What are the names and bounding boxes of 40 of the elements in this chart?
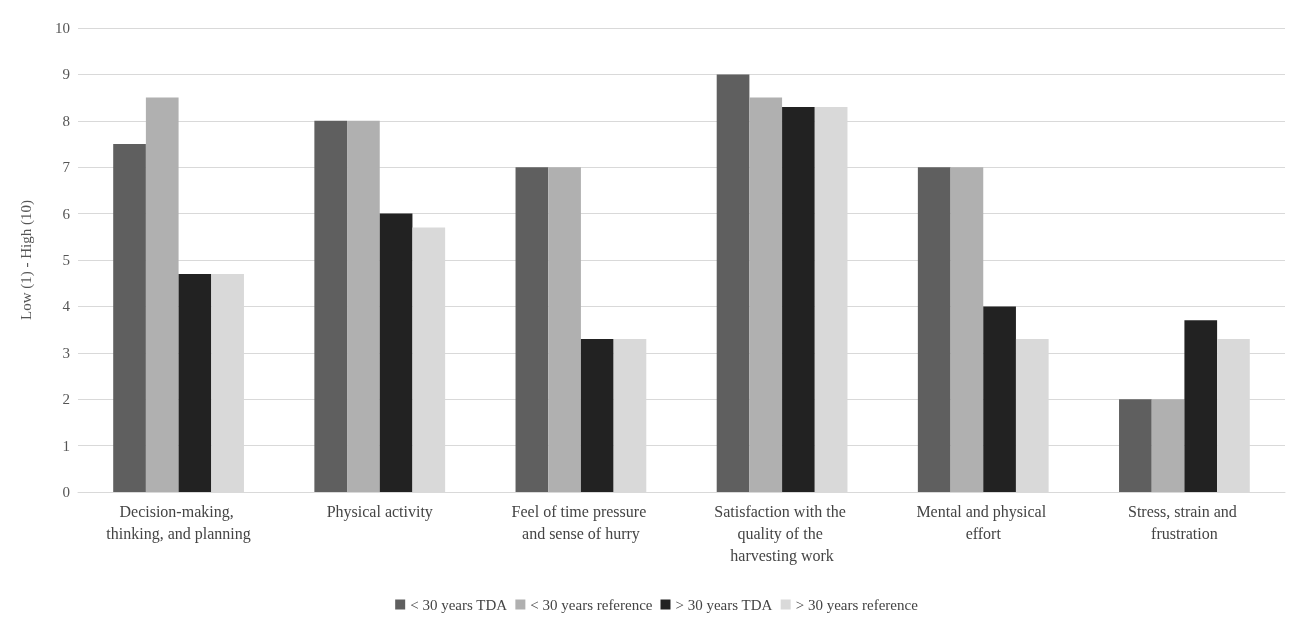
bar — [1119, 399, 1152, 492]
bar — [716, 74, 750, 492]
legend-label: < 30 years reference — [530, 596, 653, 613]
bar — [749, 97, 783, 492]
legend-label: > 30 years TDA — [675, 596, 773, 613]
bar — [917, 167, 951, 492]
bar — [379, 213, 413, 492]
y-tick-label: 4 — [62, 298, 71, 315]
bar — [548, 167, 581, 492]
legend-label: > 30 years reference — [795, 596, 919, 613]
bar — [1151, 399, 1185, 492]
y-tick-label: 0 — [62, 484, 70, 500]
bar — [782, 106, 815, 492]
bar — [347, 120, 380, 492]
bar — [145, 97, 179, 492]
bar — [314, 120, 348, 492]
y-tick-label: 7 — [62, 159, 71, 176]
y-tick-label: 5 — [62, 252, 70, 268]
y-axis-title: Low (1) - High (10) — [17, 200, 35, 320]
x-tick-label: Physical activity — [326, 502, 433, 521]
y-tick-label: 3 — [62, 344, 70, 361]
bar — [950, 167, 984, 492]
y-tick-label: 6 — [62, 205, 71, 222]
y-tick-label: 2 — [62, 391, 70, 408]
legend-label: < 30 years TDA — [410, 596, 508, 613]
y-tick-label: 8 — [62, 112, 70, 129]
bar — [113, 144, 146, 492]
y-tick-label: 10 — [55, 20, 70, 36]
x-tick-label: Satisfaction with the quality of the harvesting work — [714, 502, 850, 565]
y-tick-label: 9 — [62, 66, 70, 83]
bar — [983, 306, 1016, 492]
bar — [1184, 320, 1218, 492]
x-tick-label: Feel of time pressure and sense of hurry — [511, 502, 651, 543]
bar — [580, 338, 614, 492]
bar — [515, 167, 549, 492]
x-tick-label: Mental and physical effort — [916, 502, 1051, 542]
x-tick-label: Decision-making, thinking, and planning — [106, 502, 251, 543]
x-tick-label: Stress, strain and frustration — [1127, 502, 1241, 542]
y-tick-label: 1 — [62, 437, 70, 454]
bar — [178, 273, 212, 492]
